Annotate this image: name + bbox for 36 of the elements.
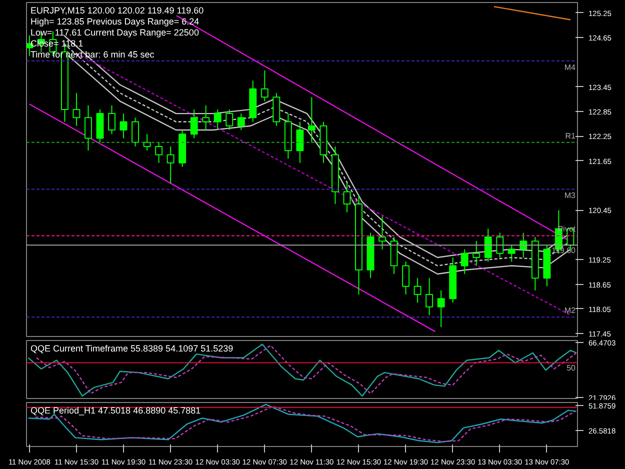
ref-line-label: M2	[564, 306, 576, 316]
candlestick	[343, 182, 351, 213]
candlestick	[520, 232, 528, 258]
candlestick	[402, 261, 410, 296]
candlestick	[472, 240, 480, 266]
candlestick	[496, 232, 504, 258]
candlestick	[426, 278, 434, 316]
ref-line-label: 50	[566, 364, 576, 373]
candlestick	[132, 117, 140, 147]
candlestick	[260, 70, 268, 102]
chart-title: QQE Period_H1 47.5018 46.8890 45.7881	[30, 406, 201, 416]
candlestick	[484, 228, 492, 262]
candlestick	[190, 108, 198, 139]
candlestick	[296, 121, 304, 164]
chart-title: QQE Current Timeframe 55.8389 54.1097 51.5239	[30, 344, 234, 354]
candlestick	[166, 146, 174, 184]
candlestick	[414, 278, 422, 304]
ref-line-label: R1	[565, 131, 576, 140]
candlestick	[226, 108, 234, 131]
candlestick	[120, 113, 128, 139]
candlestick	[308, 96, 316, 143]
candlestick	[84, 104, 92, 152]
candlestick	[460, 248, 468, 274]
chart-title: EURJPY,M15 120.00 120.02 119.49 119.60	[30, 6, 204, 16]
candlestick	[508, 244, 516, 262]
candlestick	[155, 142, 163, 164]
candlestick	[214, 108, 222, 131]
candlestick	[378, 216, 386, 250]
candlestick	[437, 290, 445, 328]
ref-line-label: M3	[564, 191, 576, 200]
candlestick	[72, 92, 80, 126]
candlestick	[237, 113, 245, 131]
ref-line-label: M4	[564, 62, 576, 72]
annotation: Low= 117.61 Current Days Range= 22500	[30, 28, 199, 38]
candlestick	[202, 104, 210, 131]
candlestick	[108, 104, 116, 135]
